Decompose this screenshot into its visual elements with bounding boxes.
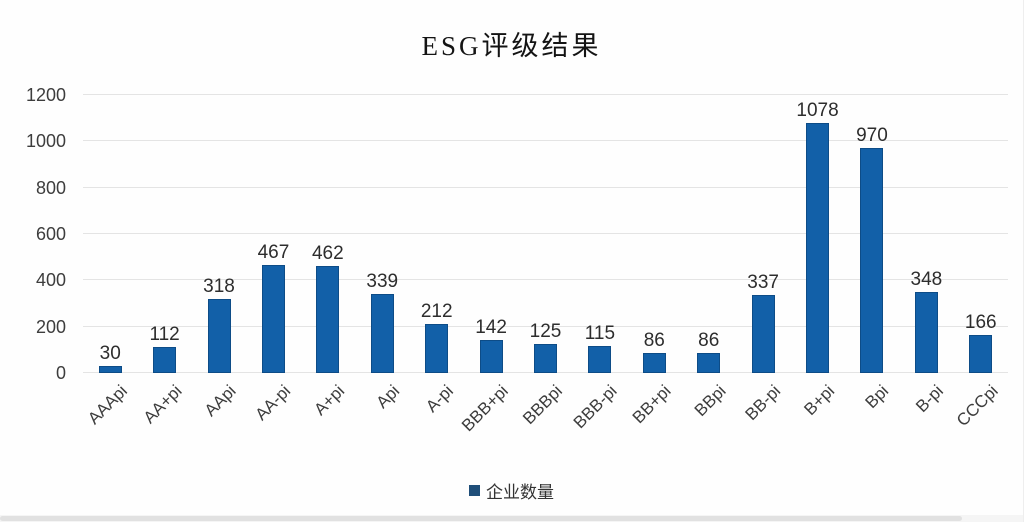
y-tick-label: 600 bbox=[35, 224, 66, 244]
y-tick-label: 1000 bbox=[25, 131, 66, 152]
y-tick-label: 400 bbox=[35, 270, 66, 291]
bar bbox=[98, 366, 122, 373]
x-tick-label: AA+pi bbox=[139, 381, 186, 428]
bar-slot: 125 bbox=[518, 95, 572, 373]
bar bbox=[642, 353, 666, 373]
plot-area: 30 112 318 467 462 339 212 142 125 115 86 86 337 1078… bbox=[83, 94, 1008, 373]
bar-slot: 142 bbox=[464, 95, 518, 373]
gridline bbox=[83, 94, 1008, 95]
bar-value-label: 115 bbox=[584, 323, 616, 345]
x-tick-label: BBB+pi bbox=[457, 381, 512, 436]
bar-value-label: 86 bbox=[643, 330, 665, 352]
bar-slot: 970 bbox=[845, 95, 899, 373]
x-tick-label: AApi bbox=[200, 381, 240, 421]
bar bbox=[370, 294, 394, 373]
x-tick-label: BBBpi bbox=[519, 381, 567, 429]
bar-slot: 30 bbox=[83, 95, 137, 373]
y-tick-label: 200 bbox=[35, 316, 66, 337]
x-tick-label: Api bbox=[372, 381, 403, 413]
bar bbox=[425, 323, 449, 373]
chart-title: ESG评级结果 bbox=[421, 31, 602, 61]
bar-value-label: 467 bbox=[257, 241, 290, 263]
bar-value-label: 318 bbox=[203, 276, 235, 298]
bar-slot: 212 bbox=[409, 95, 463, 373]
bar-slot: 112 bbox=[137, 95, 191, 373]
horizontal-scrollbar[interactable] bbox=[0, 515, 1023, 522]
bar-slot: 318 bbox=[192, 95, 246, 373]
scrollbar-thumb[interactable] bbox=[0, 516, 962, 521]
bar bbox=[914, 292, 938, 373]
bar-value-label: 142 bbox=[475, 317, 507, 339]
bar-value-label: 970 bbox=[856, 125, 888, 147]
bar-slot: 337 bbox=[736, 95, 790, 373]
bar-slot: 339 bbox=[355, 95, 409, 373]
bar bbox=[261, 264, 285, 373]
y-tick-label: 0 bbox=[55, 363, 66, 383]
bar-slot: 462 bbox=[301, 95, 355, 373]
bar-value-label: 1078 bbox=[796, 100, 839, 122]
bar-value-label: 166 bbox=[964, 311, 997, 333]
bar-slot: 348 bbox=[899, 95, 953, 373]
x-tick-label: CCCpi bbox=[952, 381, 1002, 431]
bar bbox=[588, 346, 612, 373]
y-axis: 0 200 400 600 800 1000 1200 bbox=[0, 86, 66, 382]
x-tick-label: B-pi bbox=[912, 381, 948, 417]
bar bbox=[207, 299, 231, 373]
legend-marker-icon bbox=[469, 485, 480, 496]
y-tick-label: 1200 bbox=[25, 85, 66, 105]
legend-label: 企业数量 bbox=[486, 483, 554, 502]
bar-value-label: 112 bbox=[149, 324, 180, 346]
bar-value-label: 125 bbox=[529, 321, 562, 343]
bar bbox=[533, 344, 557, 373]
bar-value-label: 30 bbox=[99, 343, 121, 365]
x-tick-label: BBB-pi bbox=[569, 381, 621, 433]
gridline bbox=[83, 140, 1008, 142]
bar-slot: 115 bbox=[573, 95, 627, 373]
bar-value-label: 462 bbox=[311, 242, 344, 264]
x-tick-label: BBpi bbox=[690, 381, 730, 421]
x-tick-label: BB+pi bbox=[629, 381, 676, 428]
x-tick-label: BB-pi bbox=[741, 381, 784, 425]
legend: 企业数量 bbox=[0, 478, 1023, 503]
bar-value-label: 86 bbox=[698, 330, 720, 352]
bar bbox=[697, 353, 721, 373]
bar bbox=[860, 148, 884, 373]
x-tick-label: AAApi bbox=[84, 381, 131, 429]
bar bbox=[751, 294, 775, 373]
bar-slot: 467 bbox=[246, 95, 300, 373]
x-tick-label: Bpi bbox=[861, 381, 893, 413]
bar-value-label: 348 bbox=[910, 269, 943, 291]
y-tick-label: 800 bbox=[35, 177, 66, 198]
bar-value-label: 212 bbox=[420, 300, 453, 322]
bar-value-label: 339 bbox=[366, 271, 399, 293]
bar bbox=[316, 265, 340, 373]
x-tick-label: B+pi bbox=[800, 381, 839, 420]
bar-slot: 166 bbox=[954, 95, 1008, 373]
bar bbox=[479, 340, 503, 373]
gridline bbox=[83, 233, 1008, 234]
bar-slot: 1078 bbox=[790, 95, 844, 373]
x-tick-label: AA-pi bbox=[251, 381, 295, 425]
x-tick-label: A+pi bbox=[310, 381, 349, 420]
bar-slot: 86 bbox=[682, 95, 736, 373]
x-axis: AAApi AA+pi AApi AA-pi A+pi Api A-pi BBB+pi BBBp… bbox=[83, 377, 1008, 467]
gridline bbox=[83, 279, 1008, 281]
gridline bbox=[83, 186, 1008, 188]
bar-value-label: 337 bbox=[747, 271, 779, 293]
x-tick-label: A-pi bbox=[422, 381, 458, 417]
bar-slot: 86 bbox=[627, 95, 681, 373]
bar bbox=[806, 123, 830, 373]
bar bbox=[969, 334, 993, 373]
bar bbox=[153, 347, 177, 373]
gridline bbox=[83, 325, 1008, 327]
